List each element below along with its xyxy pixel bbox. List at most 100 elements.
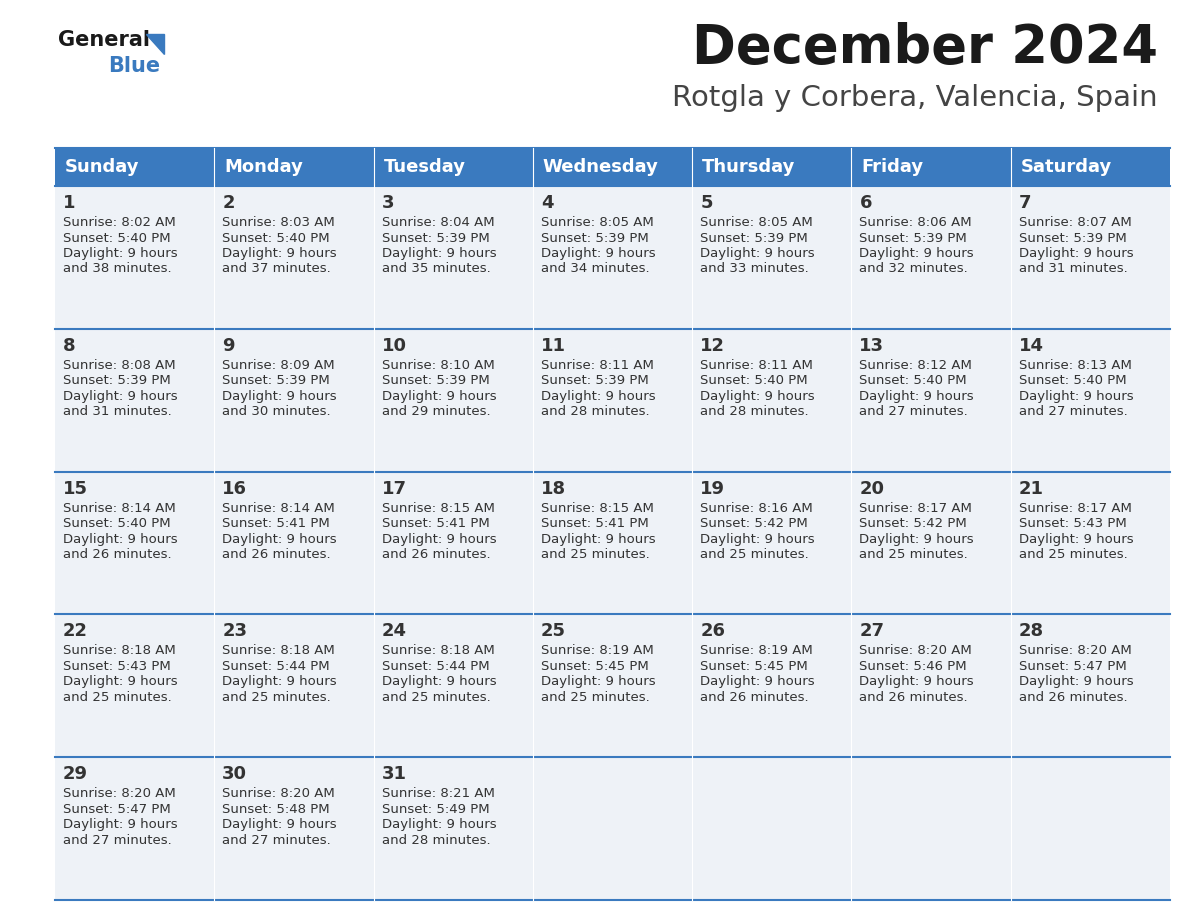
Text: Sunset: 5:39 PM: Sunset: 5:39 PM <box>381 375 489 387</box>
Bar <box>214 472 373 614</box>
Text: and 26 minutes.: and 26 minutes. <box>859 691 968 704</box>
Text: Sunrise: 8:06 AM: Sunrise: 8:06 AM <box>859 216 972 229</box>
Text: 27: 27 <box>859 622 884 641</box>
Text: and 32 minutes.: and 32 minutes. <box>859 263 968 275</box>
Text: 11: 11 <box>541 337 565 354</box>
Bar <box>55 757 214 900</box>
Text: and 25 minutes.: and 25 minutes. <box>63 691 172 704</box>
Text: Tuesday: Tuesday <box>384 158 466 176</box>
Bar <box>693 329 852 472</box>
Text: Sunrise: 8:07 AM: Sunrise: 8:07 AM <box>1019 216 1131 229</box>
Text: Sunrise: 8:20 AM: Sunrise: 8:20 AM <box>859 644 972 657</box>
Text: Daylight: 9 hours: Daylight: 9 hours <box>222 818 337 831</box>
Text: 24: 24 <box>381 622 406 641</box>
Text: and 27 minutes.: and 27 minutes. <box>1019 406 1127 419</box>
Text: Sunset: 5:45 PM: Sunset: 5:45 PM <box>541 660 649 673</box>
Text: and 34 minutes.: and 34 minutes. <box>541 263 650 275</box>
Text: Sunrise: 8:14 AM: Sunrise: 8:14 AM <box>63 501 176 515</box>
Text: Daylight: 9 hours: Daylight: 9 hours <box>1019 532 1133 545</box>
Text: Daylight: 9 hours: Daylight: 9 hours <box>859 532 974 545</box>
Text: Sunset: 5:41 PM: Sunset: 5:41 PM <box>381 517 489 530</box>
Text: and 31 minutes.: and 31 minutes. <box>1019 263 1127 275</box>
Bar <box>55 329 214 472</box>
Text: December 2024: December 2024 <box>691 22 1158 74</box>
Text: 6: 6 <box>859 194 872 212</box>
Text: Friday: Friday <box>861 158 923 176</box>
Text: and 25 minutes.: and 25 minutes. <box>381 691 491 704</box>
Text: Sunrise: 8:13 AM: Sunrise: 8:13 AM <box>1019 359 1132 372</box>
Text: Daylight: 9 hours: Daylight: 9 hours <box>63 390 178 403</box>
Bar <box>1011 614 1170 757</box>
Text: Sunrise: 8:15 AM: Sunrise: 8:15 AM <box>541 501 653 515</box>
Text: Daylight: 9 hours: Daylight: 9 hours <box>541 676 656 688</box>
Text: 4: 4 <box>541 194 554 212</box>
Bar <box>214 329 373 472</box>
Text: 29: 29 <box>63 766 88 783</box>
Text: Sunrise: 8:18 AM: Sunrise: 8:18 AM <box>222 644 335 657</box>
Bar <box>1011 329 1170 472</box>
Bar <box>214 186 373 329</box>
Text: 17: 17 <box>381 479 406 498</box>
Text: Daylight: 9 hours: Daylight: 9 hours <box>222 676 337 688</box>
Text: Sunrise: 8:15 AM: Sunrise: 8:15 AM <box>381 501 494 515</box>
Text: Sunset: 5:39 PM: Sunset: 5:39 PM <box>859 231 967 244</box>
Text: and 25 minutes.: and 25 minutes. <box>222 691 331 704</box>
Text: Daylight: 9 hours: Daylight: 9 hours <box>1019 247 1133 260</box>
Text: Daylight: 9 hours: Daylight: 9 hours <box>541 247 656 260</box>
Bar <box>214 757 373 900</box>
Bar <box>533 329 693 472</box>
Text: 9: 9 <box>222 337 235 354</box>
Text: Sunrise: 8:20 AM: Sunrise: 8:20 AM <box>1019 644 1131 657</box>
Text: Sunset: 5:47 PM: Sunset: 5:47 PM <box>63 802 171 816</box>
Bar <box>1011 186 1170 329</box>
Text: and 28 minutes.: and 28 minutes. <box>700 406 809 419</box>
Text: Sunset: 5:39 PM: Sunset: 5:39 PM <box>381 231 489 244</box>
Text: Daylight: 9 hours: Daylight: 9 hours <box>222 247 337 260</box>
Text: 25: 25 <box>541 622 565 641</box>
Text: 3: 3 <box>381 194 394 212</box>
Text: Sunrise: 8:10 AM: Sunrise: 8:10 AM <box>381 359 494 372</box>
Text: 18: 18 <box>541 479 565 498</box>
Text: Sunrise: 8:11 AM: Sunrise: 8:11 AM <box>700 359 813 372</box>
Text: Sunrise: 8:14 AM: Sunrise: 8:14 AM <box>222 501 335 515</box>
Text: Sunrise: 8:12 AM: Sunrise: 8:12 AM <box>859 359 972 372</box>
Bar <box>373 472 533 614</box>
Text: Daylight: 9 hours: Daylight: 9 hours <box>1019 676 1133 688</box>
Text: Daylight: 9 hours: Daylight: 9 hours <box>222 532 337 545</box>
Bar <box>693 614 852 757</box>
Text: Sunset: 5:49 PM: Sunset: 5:49 PM <box>381 802 489 816</box>
Text: Sunset: 5:40 PM: Sunset: 5:40 PM <box>222 231 330 244</box>
Bar <box>852 329 1011 472</box>
Text: Sunrise: 8:04 AM: Sunrise: 8:04 AM <box>381 216 494 229</box>
Text: 21: 21 <box>1019 479 1044 498</box>
Text: 10: 10 <box>381 337 406 354</box>
Text: 5: 5 <box>700 194 713 212</box>
Text: Sunset: 5:42 PM: Sunset: 5:42 PM <box>859 517 967 530</box>
Text: Monday: Monday <box>225 158 303 176</box>
Bar <box>693 186 852 329</box>
Text: Sunrise: 8:17 AM: Sunrise: 8:17 AM <box>1019 501 1132 515</box>
Text: Daylight: 9 hours: Daylight: 9 hours <box>63 532 178 545</box>
Text: Sunset: 5:44 PM: Sunset: 5:44 PM <box>222 660 330 673</box>
Text: 19: 19 <box>700 479 725 498</box>
Text: Sunrise: 8:18 AM: Sunrise: 8:18 AM <box>63 644 176 657</box>
Text: and 26 minutes.: and 26 minutes. <box>222 548 331 561</box>
Text: Sunset: 5:39 PM: Sunset: 5:39 PM <box>1019 231 1126 244</box>
Text: Daylight: 9 hours: Daylight: 9 hours <box>381 390 497 403</box>
Text: Daylight: 9 hours: Daylight: 9 hours <box>63 247 178 260</box>
Text: Sunset: 5:44 PM: Sunset: 5:44 PM <box>381 660 489 673</box>
Text: Daylight: 9 hours: Daylight: 9 hours <box>859 390 974 403</box>
Text: Thursday: Thursday <box>702 158 796 176</box>
Text: Daylight: 9 hours: Daylight: 9 hours <box>381 676 497 688</box>
Bar <box>533 614 693 757</box>
Text: Sunrise: 8:05 AM: Sunrise: 8:05 AM <box>541 216 653 229</box>
Text: Daylight: 9 hours: Daylight: 9 hours <box>859 247 974 260</box>
Text: and 35 minutes.: and 35 minutes. <box>381 263 491 275</box>
Text: Daylight: 9 hours: Daylight: 9 hours <box>541 532 656 545</box>
Text: 26: 26 <box>700 622 725 641</box>
Text: and 25 minutes.: and 25 minutes. <box>700 548 809 561</box>
Bar <box>214 614 373 757</box>
Bar <box>852 614 1011 757</box>
Text: Blue: Blue <box>108 56 160 76</box>
Text: 23: 23 <box>222 622 247 641</box>
